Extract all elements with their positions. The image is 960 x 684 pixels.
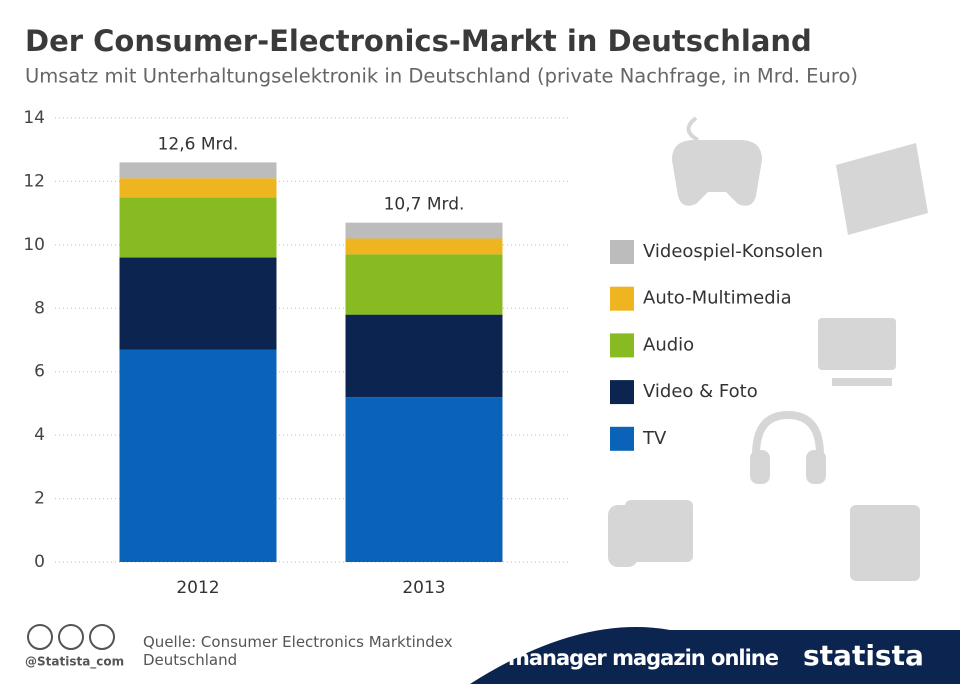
gamepad-icon (672, 140, 762, 206)
headphone-left (750, 450, 770, 484)
bar-segment (345, 254, 503, 315)
bar-segment (345, 397, 503, 562)
navi-icon (836, 143, 928, 235)
by-icon (58, 624, 84, 650)
x-tick-label: 2012 (176, 578, 219, 598)
partner: manager magazin online (508, 646, 779, 670)
cc-icons (27, 624, 115, 650)
tv-stand (832, 378, 892, 386)
x-tick-label: 2013 (402, 578, 445, 598)
bar-segment (345, 238, 503, 255)
y-tick-label: 0 (34, 552, 45, 572)
legend-swatch (610, 426, 634, 451)
bar-segment (119, 178, 277, 198)
bar-segment (119, 257, 277, 350)
legend-swatch (610, 333, 634, 358)
legend-swatch (610, 240, 634, 264)
bar-segment (119, 197, 277, 258)
bar-segment (119, 349, 277, 562)
chart-subtitle: Umsatz mit Unterhaltungselektronik in De… (25, 65, 858, 88)
legend-swatch (610, 286, 634, 311)
bar-segment (119, 162, 277, 179)
source: Quelle: Consumer Electronics Marktindex … (143, 633, 453, 669)
legend-label: Video & Foto (643, 381, 758, 402)
total-label: 10,7 Mrd. (384, 195, 465, 215)
legend-swatch (610, 380, 634, 405)
tv-icon (818, 318, 896, 370)
nd-icon (89, 624, 115, 650)
y-tick-label: 4 (34, 425, 45, 445)
legend-label: Auto-Multimedia (643, 288, 792, 309)
total-label: 12,6 Mrd. (158, 134, 239, 154)
cc-icon (27, 624, 53, 650)
y-tick-label: 6 (34, 362, 45, 382)
bar-segment (345, 314, 503, 398)
y-tick-label: 2 (34, 489, 45, 509)
headphone-band (752, 410, 824, 456)
legend-label: TV (642, 428, 667, 449)
icons (608, 116, 928, 581)
chart-title: Der Consumer-Electronics-Markt in Deutsc… (25, 24, 812, 58)
y-tick-label: 8 (34, 298, 45, 318)
footer-band (470, 627, 960, 684)
y-tick-label: 12 (23, 171, 45, 191)
y-tick-label: 14 (23, 108, 45, 128)
y-tick-label: 10 (23, 235, 45, 255)
gamepad-cable (686, 116, 700, 142)
handle: @Statista_com (25, 655, 124, 670)
camcorder-icon (850, 505, 920, 581)
bar-segment (345, 222, 503, 239)
camera-icon (625, 500, 693, 562)
headphone-right (806, 450, 826, 484)
legend-label: Videospiel-Konsolen (643, 241, 823, 262)
legend-label: Audio (643, 334, 694, 355)
brand: statista (803, 639, 924, 672)
